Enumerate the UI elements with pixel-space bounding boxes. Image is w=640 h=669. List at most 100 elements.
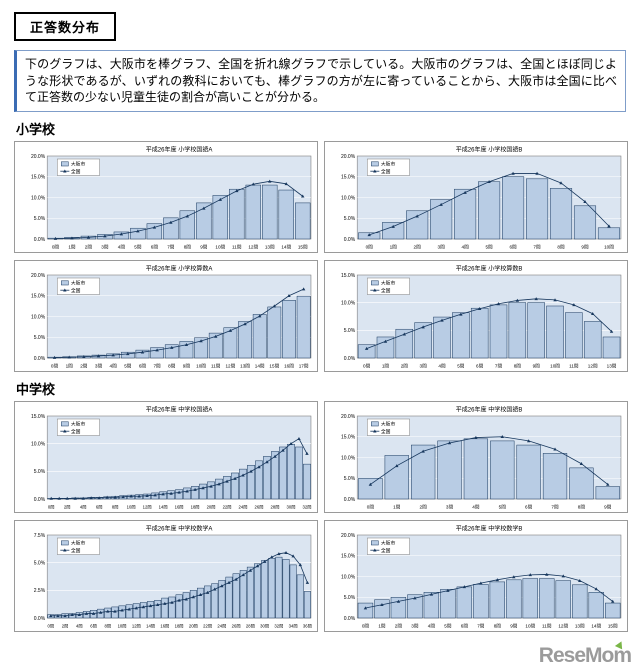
- svg-text:11問: 11問: [211, 363, 221, 369]
- svg-text:28問: 28問: [271, 504, 280, 510]
- svg-text:4問: 4問: [438, 363, 446, 369]
- svg-text:8問: 8問: [168, 363, 176, 369]
- svg-text:平成26年度 小学校国語A: 平成26年度 小学校国語A: [146, 145, 213, 153]
- svg-text:5問: 5問: [134, 244, 142, 250]
- svg-text:22問: 22問: [203, 623, 212, 629]
- svg-text:4問: 4問: [80, 504, 87, 510]
- svg-text:12問: 12問: [225, 363, 235, 369]
- svg-text:30問: 30問: [260, 623, 269, 629]
- svg-text:3問: 3問: [101, 244, 109, 250]
- svg-text:20.0%: 20.0%: [31, 153, 46, 159]
- svg-text:10.0%: 10.0%: [31, 195, 46, 201]
- svg-text:10.0%: 10.0%: [31, 314, 46, 320]
- svg-text:10問: 10問: [127, 504, 136, 510]
- svg-text:6問: 6問: [96, 504, 103, 510]
- svg-text:平成26年度 中学校国語A: 平成26年度 中学校国語A: [146, 405, 213, 413]
- svg-text:26問: 26問: [232, 623, 241, 629]
- svg-text:14問: 14問: [591, 623, 601, 629]
- svg-text:5.0%: 5.0%: [34, 335, 46, 341]
- svg-text:3問: 3問: [411, 623, 419, 629]
- svg-text:4問: 4問: [428, 623, 436, 629]
- svg-text:12問: 12問: [588, 363, 598, 369]
- svg-text:10問: 10問: [215, 244, 225, 250]
- svg-text:5問: 5問: [457, 363, 465, 369]
- svg-text:10問: 10問: [525, 623, 535, 629]
- svg-text:12問: 12問: [143, 504, 152, 510]
- svg-text:9問: 9問: [604, 504, 612, 510]
- svg-text:8問: 8問: [514, 363, 522, 369]
- svg-text:0.0%: 0.0%: [34, 615, 46, 621]
- svg-text:26問: 26問: [255, 504, 264, 510]
- resemom-logo: ReseMom: [535, 639, 634, 666]
- svg-text:15.0%: 15.0%: [341, 434, 356, 440]
- chart-junior-high-japanese-a: 0.0% 5.0% 10.0% 15.0% 0問 2問 4問 6問 8問 10問 12問 14問 16問…: [14, 400, 318, 513]
- svg-text:6問: 6問: [509, 244, 517, 250]
- svg-text:5問: 5問: [485, 244, 493, 250]
- svg-text:3問: 3問: [95, 363, 103, 369]
- svg-text:全国: 全国: [381, 168, 391, 175]
- svg-text:1問: 1問: [390, 244, 398, 250]
- chart-elementary-japanese-a: 0.0% 5.0% 10.0% 15.0% 20.0% 0問 1問 2問 3問 4問 5問 6問 7問 8…: [14, 140, 318, 253]
- svg-text:10.0%: 10.0%: [31, 441, 46, 447]
- svg-text:大阪市: 大阪市: [71, 160, 86, 167]
- svg-text:7問: 7問: [551, 504, 559, 510]
- svg-text:4問: 4問: [76, 623, 83, 629]
- svg-text:1問: 1問: [382, 363, 390, 369]
- svg-text:20.0%: 20.0%: [341, 153, 356, 159]
- chart-elementary-japanese-b: 0.0% 5.0% 10.0% 15.0% 20.0% 0問 1問 2問 3問 4問 5問 6問 7問 8…: [324, 140, 628, 253]
- svg-text:8問: 8問: [578, 504, 586, 510]
- svg-text:11問: 11問: [542, 623, 552, 629]
- svg-text:5問: 5問: [124, 363, 132, 369]
- svg-text:16問: 16問: [160, 623, 169, 629]
- svg-text:32問: 32問: [303, 504, 312, 510]
- svg-text:18問: 18問: [175, 623, 184, 629]
- svg-text:10.0%: 10.0%: [341, 574, 356, 580]
- svg-text:5.0%: 5.0%: [344, 216, 356, 222]
- svg-text:8問: 8問: [105, 623, 112, 629]
- svg-text:16問: 16問: [284, 363, 294, 369]
- svg-text:20.0%: 20.0%: [341, 532, 356, 538]
- svg-text:0問: 0問: [362, 623, 370, 629]
- svg-text:9問: 9問: [510, 623, 518, 629]
- chart-junior-high-math-a: 0.0% 2.5% 5.0% 7.5% 0問 2問 4問 6問 8問 10問 12問 14問 16問 18…: [14, 519, 318, 632]
- svg-text:20問: 20問: [207, 504, 216, 510]
- svg-text:0問: 0問: [366, 244, 374, 250]
- svg-text:7問: 7問: [477, 623, 485, 629]
- svg-text:7問: 7問: [495, 363, 503, 369]
- svg-text:全国: 全国: [71, 168, 81, 175]
- svg-text:0.0%: 0.0%: [344, 236, 356, 242]
- svg-text:15.0%: 15.0%: [341, 174, 356, 180]
- svg-text:全国: 全国: [381, 428, 391, 435]
- svg-text:4問: 4問: [118, 244, 126, 250]
- svg-text:16問: 16問: [175, 504, 184, 510]
- svg-text:24問: 24問: [239, 504, 248, 510]
- svg-text:2問: 2問: [62, 623, 69, 629]
- svg-text:20.0%: 20.0%: [31, 272, 46, 278]
- svg-text:6問: 6問: [90, 623, 97, 629]
- svg-text:大阪市: 大阪市: [381, 160, 396, 167]
- svg-text:14問: 14問: [255, 363, 265, 369]
- svg-text:15.0%: 15.0%: [31, 174, 46, 180]
- svg-text:13問: 13問: [607, 363, 617, 369]
- svg-text:全国: 全国: [381, 287, 391, 294]
- svg-text:全国: 全国: [71, 428, 81, 435]
- svg-text:36問: 36問: [303, 623, 312, 629]
- page-title: 正答数分布: [14, 12, 117, 41]
- svg-text:7問: 7問: [167, 244, 175, 250]
- svg-text:9問: 9問: [200, 244, 208, 250]
- svg-text:13問: 13問: [265, 244, 275, 250]
- junior-high-charts-grid: 0.0% 5.0% 10.0% 15.0% 0問 2問 4問 6問 8問 10問 12問 14問 16問…: [14, 400, 628, 632]
- svg-text:6問: 6問: [525, 504, 533, 510]
- svg-text:12問: 12問: [558, 623, 568, 629]
- svg-text:2問: 2問: [85, 244, 93, 250]
- svg-text:15問: 15問: [269, 363, 279, 369]
- svg-text:7.5%: 7.5%: [34, 532, 46, 538]
- svg-text:平成26年度 中学校数学A: 平成26年度 中学校数学A: [146, 524, 213, 532]
- svg-text:5.0%: 5.0%: [344, 595, 356, 601]
- svg-text:0.0%: 0.0%: [344, 355, 356, 361]
- svg-text:15問: 15問: [608, 623, 618, 629]
- svg-text:4問: 4問: [472, 504, 480, 510]
- svg-text:4問: 4問: [110, 363, 118, 369]
- svg-text:5問: 5問: [499, 504, 507, 510]
- svg-text:2問: 2問: [414, 244, 422, 250]
